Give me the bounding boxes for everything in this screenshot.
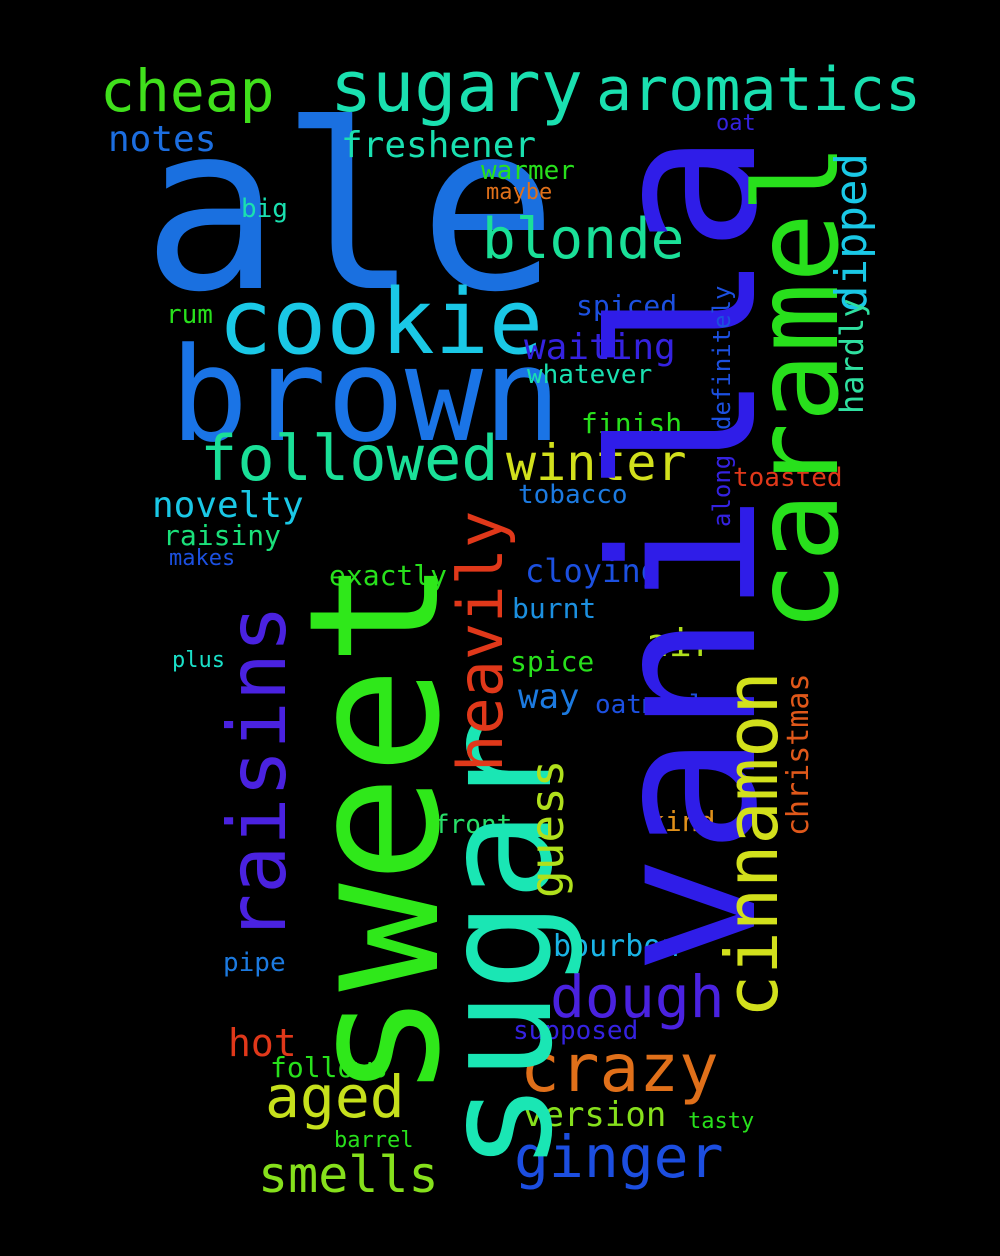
word-ale: ale — [142, 76, 558, 343]
word-cloying: cloying — [525, 552, 660, 590]
word-freshener: freshener — [341, 125, 537, 166]
word-cookie: cookie — [218, 270, 544, 375]
word-barrel: barrel — [334, 1128, 414, 1153]
word-aged: aged — [265, 1063, 405, 1131]
word-dipped: dipped — [826, 153, 877, 312]
word-tasty: tasty — [688, 1109, 755, 1134]
word-plus: plus — [172, 648, 225, 673]
word-front: front — [434, 810, 513, 840]
word-pipe: pipe — [223, 948, 286, 978]
word-heavily: heavily — [444, 510, 517, 772]
word-crazy: crazy — [520, 1030, 719, 1107]
word-way: way — [518, 677, 580, 717]
word-finish: finish — [581, 407, 683, 440]
word-christmas: christmas — [781, 673, 816, 836]
word-hot: hot — [228, 1021, 297, 1065]
word-blonde: blonde — [482, 207, 685, 272]
word-toasted: toasted — [733, 463, 843, 493]
word-along: along — [708, 454, 736, 527]
word-brown: brown — [170, 319, 562, 471]
word-definitely: definitely — [708, 285, 736, 431]
word-whatever: whatever — [527, 360, 653, 390]
word-novelty: novelty — [152, 485, 304, 526]
word-dough: dough — [550, 963, 725, 1031]
word-spice: spice — [510, 645, 595, 678]
word-waiting: waiting — [524, 327, 676, 368]
word-version: version — [523, 1095, 667, 1135]
word-big: big — [241, 194, 288, 224]
word-spiced: spiced — [576, 289, 678, 322]
word-hardly: hardly — [833, 298, 871, 414]
word-guess: guess — [520, 759, 574, 898]
word-warmer: warmer — [481, 156, 575, 186]
word-rum: rum — [166, 300, 213, 330]
word-makes: makes — [169, 546, 236, 571]
word-air: air — [646, 621, 715, 665]
word-ginger: ginger — [514, 1123, 724, 1191]
word-winter: winter — [506, 434, 687, 492]
word-notes: notes — [108, 119, 217, 160]
word-aromatics: aromatics — [596, 55, 922, 125]
word-exactly: exactly — [329, 559, 448, 592]
word-cinnamon: cinnamon — [710, 671, 794, 1018]
word-follows: follows — [270, 1051, 389, 1084]
word-sugary: sugary — [330, 46, 583, 128]
word-supposed: supposed — [513, 1016, 639, 1046]
word-tobacco: tobacco — [518, 480, 628, 510]
word-oat: oat — [716, 111, 756, 136]
word-raisins: raisins — [211, 604, 304, 942]
word-oatmeal: oatmeal — [595, 690, 705, 720]
word-kind: kind — [648, 805, 716, 838]
word-raisiny: raisiny — [163, 519, 282, 552]
word-bourbon: bourbon — [553, 929, 680, 964]
word-smells: smells — [258, 1146, 439, 1204]
word-cheap: cheap — [100, 57, 275, 125]
word-burnt: burnt — [512, 592, 597, 625]
word-maybe: maybe — [486, 180, 553, 205]
word-followed: followed — [200, 422, 499, 495]
